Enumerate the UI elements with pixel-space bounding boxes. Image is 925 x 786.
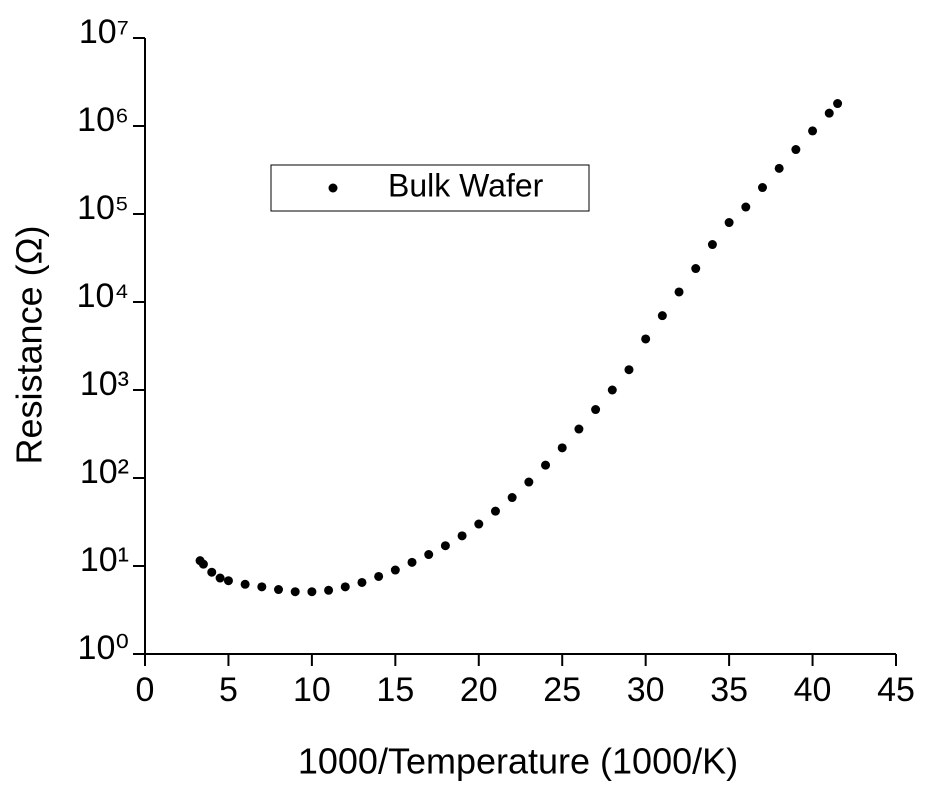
data-point (674, 287, 684, 297)
data-point (657, 311, 667, 321)
data-point (791, 145, 801, 155)
data-point (524, 477, 534, 487)
y-tick-label: 10¹ (80, 541, 129, 579)
x-tick-label: 15 (376, 671, 414, 709)
data-point (507, 493, 517, 503)
y-tick-label: 10⁴ (77, 277, 129, 315)
data-point (340, 582, 350, 592)
x-tick-label: 40 (794, 671, 832, 709)
y-tick-label: 10⁰ (78, 629, 129, 667)
data-point (207, 567, 217, 577)
data-point (707, 240, 717, 250)
data-point (574, 424, 584, 434)
data-point (641, 334, 651, 344)
x-tick-label: 30 (627, 671, 665, 709)
data-point (824, 108, 834, 118)
x-tick-label: 5 (219, 671, 238, 709)
data-point (691, 264, 701, 274)
data-point (198, 559, 208, 569)
data-point (274, 585, 284, 595)
data-point (557, 443, 567, 453)
data-point (457, 531, 467, 541)
x-tick-label: 0 (136, 671, 155, 709)
x-axis-title: 1000/Temperature (1000/K) (298, 741, 738, 782)
data-point (757, 183, 767, 193)
data-point (741, 202, 751, 212)
data-point (624, 365, 634, 375)
data-point (424, 550, 434, 560)
y-tick-label: 10² (80, 453, 129, 491)
x-tick-label: 35 (710, 671, 748, 709)
x-tick-label: 45 (877, 671, 915, 709)
data-point (223, 576, 233, 586)
data-point (808, 126, 818, 136)
legend-box (270, 164, 590, 212)
data-point (591, 405, 601, 415)
y-axis-title: Resistance (Ω) (9, 226, 50, 465)
y-tick-label: 10³ (80, 365, 129, 403)
legend-marker (328, 183, 338, 193)
data-point (324, 585, 334, 595)
data-point (240, 579, 250, 589)
legend-label: Bulk Wafer (388, 167, 544, 203)
data-point (307, 587, 317, 597)
x-tick-label: 10 (293, 671, 331, 709)
data-point (440, 541, 450, 551)
data-point (215, 573, 225, 583)
x-tick-label: 20 (460, 671, 498, 709)
y-tick-label: 10⁶ (77, 101, 129, 139)
data-point (774, 163, 784, 173)
data-point (390, 565, 400, 575)
data-point (374, 571, 384, 581)
data-point (257, 582, 267, 592)
data-point (833, 99, 843, 109)
data-point (407, 557, 417, 567)
data-point (357, 577, 367, 587)
data-point (724, 218, 734, 228)
y-tick-label: 10⁵ (77, 189, 129, 227)
y-tick-label: 10⁷ (79, 13, 129, 51)
data-point (490, 506, 500, 516)
data-point (607, 385, 617, 395)
data-point (541, 460, 551, 470)
data-point (474, 519, 484, 529)
data-point (290, 587, 300, 597)
x-tick-label: 25 (543, 671, 581, 709)
